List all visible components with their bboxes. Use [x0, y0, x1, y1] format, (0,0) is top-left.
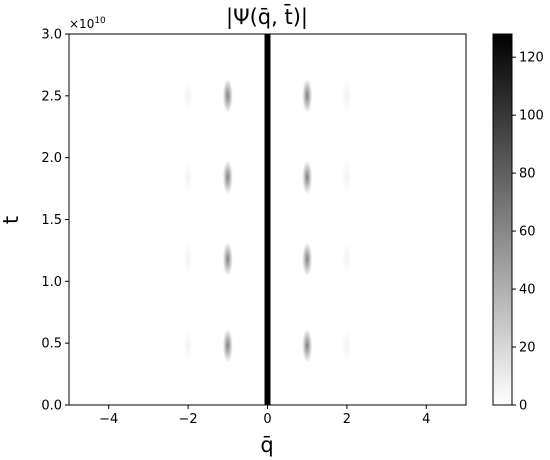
blob-15 [341, 78, 352, 113]
y-multiplier-exponent: 10 [94, 16, 106, 26]
y-multiplier-base: ×10 [69, 17, 94, 31]
x-tick-label: 0 [263, 412, 271, 427]
x-tick-label: 2 [343, 412, 351, 427]
blob-6 [222, 78, 233, 113]
colorbar-tick-label: 100 [519, 109, 544, 124]
blob-3 [302, 242, 313, 277]
blob-2 [222, 242, 233, 277]
x-axis-label: q̄ [260, 433, 273, 457]
y-axis: 0.0 0.5 1.0 1.5 2.0 2.5 3.0 [41, 28, 69, 414]
y-tick-label: 1.0 [41, 275, 62, 290]
x-tick-label: −4 [99, 412, 118, 427]
y-tick-label: 2.0 [41, 151, 62, 166]
colorbar-tick-label: 60 [519, 225, 536, 240]
y-multiplier: ×1010 [69, 16, 106, 31]
y-tick-label: 0.5 [41, 337, 62, 352]
y-tick-label: 2.5 [41, 89, 62, 104]
x-axis: −4 −2 0 2 4 [99, 405, 430, 427]
blob-5 [302, 160, 313, 195]
colorbar-axis: 0 20 40 60 80 100 120 [512, 51, 544, 414]
x-tick-label: −2 [179, 412, 198, 427]
blob-layer [183, 78, 352, 363]
y-axis-label: t̄ [0, 216, 23, 225]
blob-1 [302, 328, 313, 363]
blob-9 [341, 328, 352, 363]
colorbar-gradient [492, 33, 513, 406]
y-tick-label: 3.0 [41, 28, 62, 43]
y-tick-label: 1.5 [41, 213, 62, 228]
blob-0 [222, 328, 233, 363]
x-tick-label: 4 [422, 412, 430, 427]
blob-7 [302, 78, 313, 113]
chart-title: |Ψ(q̄, t̄)| [226, 4, 308, 30]
blob-11 [341, 242, 352, 277]
colorbar-tick-label: 20 [519, 341, 536, 356]
colorbar-tick-label: 80 [519, 167, 536, 182]
blob-8 [183, 328, 194, 363]
blob-4 [222, 160, 233, 195]
blob-12 [183, 160, 194, 195]
central-band [264, 34, 271, 405]
y-tick-label: 0.0 [41, 399, 62, 414]
band-layer [264, 34, 271, 405]
colorbar: 0 20 40 60 80 100 120 [492, 33, 544, 414]
colorbar-tick-label: 0 [519, 399, 527, 414]
plot-area [68, 33, 467, 406]
blob-13 [341, 160, 352, 195]
colorbar-tick-label: 120 [519, 51, 544, 66]
blob-14 [183, 78, 194, 113]
colorbar-tick-label: 40 [519, 283, 536, 298]
blob-10 [183, 242, 194, 277]
